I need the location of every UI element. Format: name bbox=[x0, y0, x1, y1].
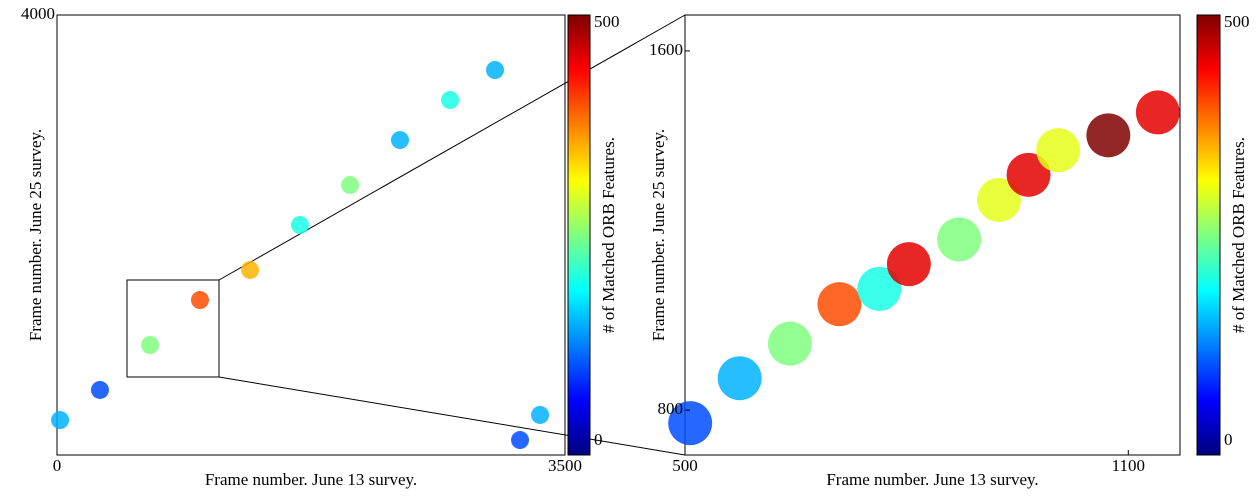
y-tick-label: 800 bbox=[658, 399, 684, 418]
x-tick-label: 500 bbox=[672, 456, 698, 475]
data-point bbox=[976, 177, 1021, 222]
plot-frame bbox=[56, 14, 566, 456]
x-tick-label: 3500 bbox=[548, 456, 582, 475]
data-point bbox=[390, 131, 409, 150]
data-point bbox=[90, 380, 109, 399]
data-point bbox=[717, 356, 762, 401]
colorbar-tick-label: 0 bbox=[1224, 430, 1233, 449]
data-point bbox=[857, 266, 902, 311]
y-axis-label: Frame number. June 25 survey. bbox=[649, 129, 668, 341]
data-point bbox=[486, 61, 505, 79]
x-axis-label: Frame number. June 13 survey. bbox=[205, 470, 417, 489]
x-tick-label: 1100 bbox=[1112, 456, 1145, 475]
data-point bbox=[511, 431, 530, 450]
y-tick-label: 4000 bbox=[21, 4, 55, 23]
x-axis-label: Frame number. June 13 survey. bbox=[826, 470, 1038, 489]
colorbar-tick-label: 500 bbox=[1224, 12, 1250, 31]
colorbar bbox=[1196, 14, 1221, 456]
data-point bbox=[290, 215, 309, 234]
data-point bbox=[51, 411, 70, 430]
zoom-connector bbox=[218, 376, 686, 456]
data-point bbox=[817, 282, 862, 327]
plot-frame bbox=[684, 14, 1181, 456]
y-axis-label: Frame number. June 25 survey. bbox=[26, 129, 45, 341]
colorbar-label: # of Matched ORB Features. bbox=[599, 137, 618, 333]
colorbar-tick-label: 0 bbox=[594, 430, 603, 449]
colorbar-tick-label: 500 bbox=[594, 12, 620, 31]
data-point bbox=[1135, 90, 1180, 135]
y-tick-label: 1600 bbox=[649, 40, 683, 59]
x-tick-label: 0 bbox=[53, 456, 62, 475]
data-point bbox=[341, 176, 360, 195]
colorbar-label: # of Matched ORB Features. bbox=[1229, 137, 1248, 333]
data-point bbox=[767, 321, 812, 366]
data-point bbox=[141, 336, 160, 354]
zoom-box bbox=[126, 279, 220, 378]
data-point bbox=[668, 401, 713, 446]
data-point bbox=[937, 217, 982, 262]
data-point bbox=[1086, 113, 1131, 158]
data-point bbox=[531, 405, 550, 424]
data-point bbox=[1036, 128, 1081, 173]
colorbar bbox=[567, 14, 591, 456]
data-point bbox=[241, 260, 260, 279]
data-point bbox=[441, 91, 460, 110]
data-point bbox=[886, 242, 931, 287]
data-point bbox=[1006, 152, 1051, 197]
zoom-connector bbox=[218, 14, 686, 281]
data-point bbox=[190, 291, 209, 310]
